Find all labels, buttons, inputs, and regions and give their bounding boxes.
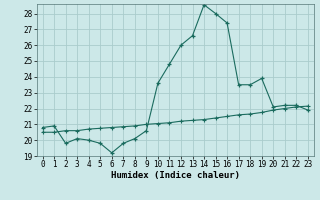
X-axis label: Humidex (Indice chaleur): Humidex (Indice chaleur) <box>111 171 240 180</box>
